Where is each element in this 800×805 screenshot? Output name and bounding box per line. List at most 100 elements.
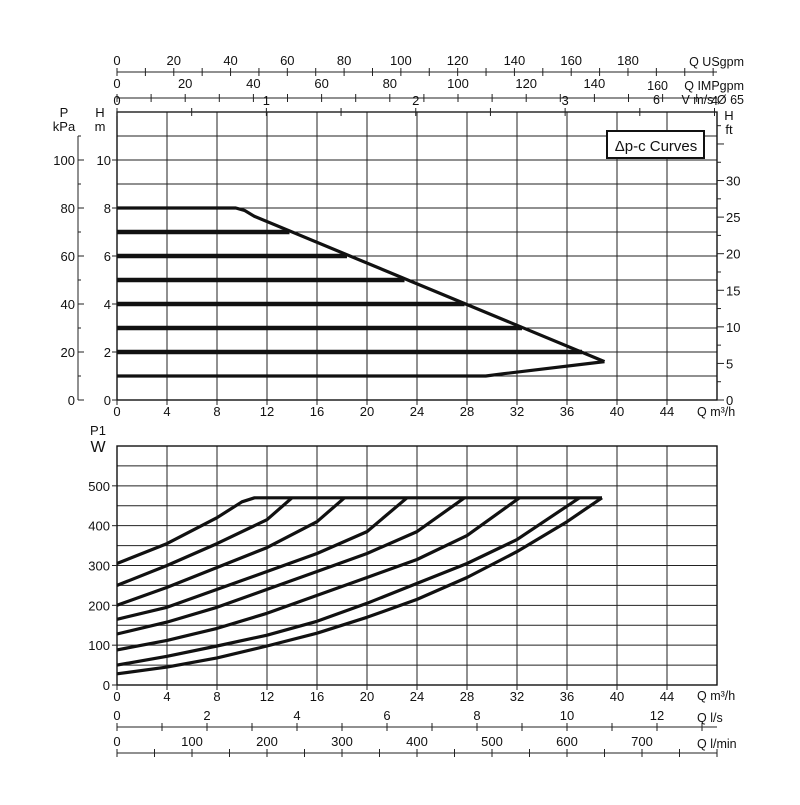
top-axis-tick-label: 100 — [390, 53, 412, 68]
x-tick-label: 40 — [610, 689, 624, 704]
bottom-axis-tick-label: 200 — [256, 734, 278, 749]
bottom-axis-tick-label: 0 — [113, 734, 120, 749]
bottom-axis-tick-label: 500 — [481, 734, 503, 749]
power-curve-7 — [116, 496, 581, 667]
y-tick-label-m: 0 — [104, 393, 111, 408]
top-axis-tick-label: 4 — [711, 93, 718, 108]
power-tick-label: 200 — [88, 598, 110, 613]
pressure-tick-label: 100 — [53, 153, 75, 168]
ft-tick-label: 25 — [726, 210, 740, 225]
bottom-axis-tick-label: 0 — [113, 708, 120, 723]
power-curve-8 — [116, 496, 603, 676]
y-axis-unit-m: m — [95, 119, 106, 134]
bottom-axis-label-ls: Q l/s — [697, 711, 723, 725]
x-tick-label: 44 — [660, 689, 674, 704]
ft-tick-label: 20 — [726, 247, 740, 262]
power-curve-2 — [116, 496, 294, 587]
x-tick-label: 8 — [213, 689, 220, 704]
bottom-axis-tick-label: 12 — [650, 708, 664, 723]
ft-tick-label: 30 — [726, 174, 740, 189]
x-tick-label: 20 — [360, 689, 374, 704]
delta-p-c-head-chart: 0246810Hm020406080100PkPa051015202530Hft… — [53, 53, 744, 419]
x-tick-label: 0 — [113, 404, 120, 419]
x-axis-label: Q m³/h — [697, 689, 735, 703]
pressure-tick-label: 20 — [61, 345, 75, 360]
power-tick-label: 0 — [103, 678, 110, 693]
x-tick-label: 40 — [610, 404, 624, 419]
y-axis-label-h: H — [95, 105, 104, 120]
legend-box-text: Δp-c Curves — [615, 138, 698, 155]
pressure-tick-label: 60 — [61, 249, 75, 264]
y-tick-label-m: 6 — [104, 249, 111, 264]
x-tick-label: 24 — [410, 689, 424, 704]
ft-tick-label: 5 — [726, 356, 733, 371]
y-tick-label-m: 2 — [104, 345, 111, 360]
x-tick-label: 12 — [260, 404, 274, 419]
top-axis-tick-label: 60 — [314, 76, 328, 91]
top-axis-tick-label: 160 — [560, 53, 582, 68]
legend-box — [606, 130, 705, 159]
top-axis-label-velocity: V m/s Ø 65 — [681, 93, 744, 107]
head-curve-1m — [117, 360, 605, 378]
ft-tick-label: 0 — [726, 393, 733, 408]
top-axis-tick-label: 180 — [617, 53, 639, 68]
x-tick-label: 4 — [163, 404, 170, 419]
x-tick-label: 32 — [510, 689, 524, 704]
bottom-axis-tick-label: 400 — [406, 734, 428, 749]
top-axis-tick-label: 3 — [562, 93, 569, 108]
top-axis-tick-label: 40 — [246, 76, 260, 91]
x-tick-label: 44 — [660, 404, 674, 419]
power-curve-5 — [116, 496, 466, 636]
power-curve-3 — [116, 496, 346, 607]
x-tick-label: 20 — [360, 404, 374, 419]
top-axis-tick-label: 120 — [515, 76, 537, 91]
top-axis-tick-label: 0 — [113, 76, 120, 91]
bottom-axis-tick-label: 700 — [631, 734, 653, 749]
bottom-axis-tick-label: 6 — [383, 708, 390, 723]
x-tick-label: 36 — [560, 404, 574, 419]
top-axis-label-impgpm: Q IMPgpm — [684, 79, 744, 93]
bottom-axis-tick-label: 300 — [331, 734, 353, 749]
power-curve-6 — [116, 496, 521, 652]
x-tick-label: 24 — [410, 404, 424, 419]
right-axis-label-h: H — [724, 108, 733, 123]
power-tick-label: 500 — [88, 479, 110, 494]
x-axis-label: Q m³/h — [697, 405, 735, 419]
power-tick-label: 400 — [88, 519, 110, 534]
top-axis-tick-label: 100 — [447, 76, 469, 91]
top-axis-tick-label: 0 — [113, 93, 120, 108]
y-tick-label-m: 10 — [97, 153, 111, 168]
power-curve-4 — [116, 496, 409, 621]
top-axis-tick-label: 140 — [504, 53, 526, 68]
top-axis-tick-label: 140 — [584, 76, 606, 91]
bottom-axis-tick-label: 4 — [293, 708, 300, 723]
x-tick-label: 12 — [260, 689, 274, 704]
pressure-axis-label-p: P — [60, 105, 69, 120]
bottom-axis-label-lmin: Q l/min — [697, 737, 737, 751]
top-axis-tick-label: 0 — [113, 53, 120, 68]
y-tick-label-m: 8 — [104, 201, 111, 216]
x-tick-label: 16 — [310, 689, 324, 704]
pressure-tick-label: 80 — [61, 201, 75, 216]
x-tick-label: 28 — [460, 404, 474, 419]
bottom-axis-tick-label: 8 — [473, 708, 480, 723]
bottom-axis-tick-label: 2 — [203, 708, 210, 723]
top-axis-label-usgpm: Q USgpm — [689, 55, 744, 69]
x-tick-label: 36 — [560, 689, 574, 704]
power-tick-label: 100 — [88, 638, 110, 653]
x-tick-label: 32 — [510, 404, 524, 419]
x-tick-label: 28 — [460, 689, 474, 704]
top-axis-prefix-impgpm: 160 — [647, 79, 668, 93]
top-axis-tick-label: 2 — [412, 93, 419, 108]
top-axis-tick-label: 20 — [178, 76, 192, 91]
x-tick-label: 0 — [113, 689, 120, 704]
top-axis-tick-label: 60 — [280, 53, 294, 68]
ft-tick-label: 15 — [726, 283, 740, 298]
x-tick-label: 16 — [310, 404, 324, 419]
top-axis-tick-label: 80 — [383, 76, 397, 91]
bottom-axis-tick-label: 600 — [556, 734, 578, 749]
pressure-tick-label: 0 — [68, 393, 75, 408]
x-tick-label: 4 — [163, 689, 170, 704]
